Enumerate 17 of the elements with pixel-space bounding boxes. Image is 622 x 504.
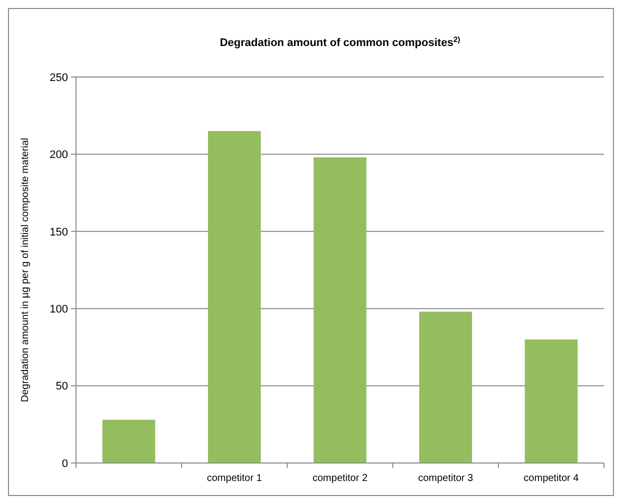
- y-tick-label: 100: [50, 303, 68, 316]
- bar: [524, 339, 578, 463]
- y-tick-label: 200: [50, 149, 68, 162]
- bar: [314, 157, 366, 463]
- x-tick-label: competitor 3: [418, 473, 474, 484]
- x-tick-label: competitor 1: [206, 473, 262, 484]
- x-tick-label: competitor 2: [312, 473, 368, 484]
- bar: [419, 312, 472, 463]
- y-tick-label: 50: [56, 380, 68, 393]
- y-tick-label: 0: [62, 458, 68, 470]
- x-tick-label: competitor 4: [524, 473, 580, 484]
- chart-title: Degradation amount of common composites$^{2)}$: [220, 34, 461, 49]
- bar: [102, 420, 156, 463]
- y-axis-title: Degradation amount in µg per g of initial composite material: [20, 138, 31, 402]
- y-tick-label: 150: [50, 226, 68, 238]
- bar: [208, 131, 261, 463]
- y-tick-label: 250: [50, 72, 68, 84]
